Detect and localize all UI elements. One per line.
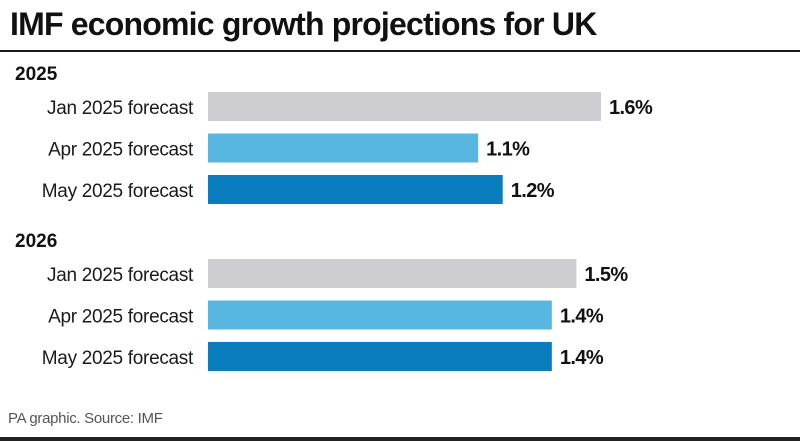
category-label: Apr 2025 forecast bbox=[48, 307, 194, 328]
value-label: 1.5% bbox=[584, 264, 628, 286]
value-label: 1.6% bbox=[609, 97, 653, 119]
category-label: Jan 2025 forecast bbox=[47, 98, 194, 119]
bar bbox=[208, 133, 479, 163]
bar bbox=[208, 175, 503, 204]
value-label: 1.1% bbox=[486, 139, 530, 161]
bar bbox=[208, 300, 552, 330]
category-label: May 2025 forecast bbox=[42, 181, 194, 202]
bar bbox=[208, 342, 552, 371]
group-label: 2026 bbox=[15, 231, 57, 252]
category-label: May 2025 forecast bbox=[42, 348, 194, 369]
bottom-divider bbox=[0, 437, 800, 441]
title-divider bbox=[0, 50, 800, 52]
value-label: 1.4% bbox=[560, 347, 604, 369]
bar bbox=[208, 259, 577, 288]
value-label: 1.4% bbox=[560, 306, 604, 328]
group-label: 2025 bbox=[15, 64, 58, 85]
category-label: Jan 2025 forecast bbox=[47, 265, 194, 286]
source-note: PA graphic. Source: IMF bbox=[8, 410, 163, 427]
bar bbox=[208, 92, 601, 121]
value-label: 1.2% bbox=[511, 180, 555, 202]
category-label: Apr 2025 forecast bbox=[48, 140, 194, 161]
chart-title: IMF economic growth projections for UK bbox=[10, 6, 597, 42]
